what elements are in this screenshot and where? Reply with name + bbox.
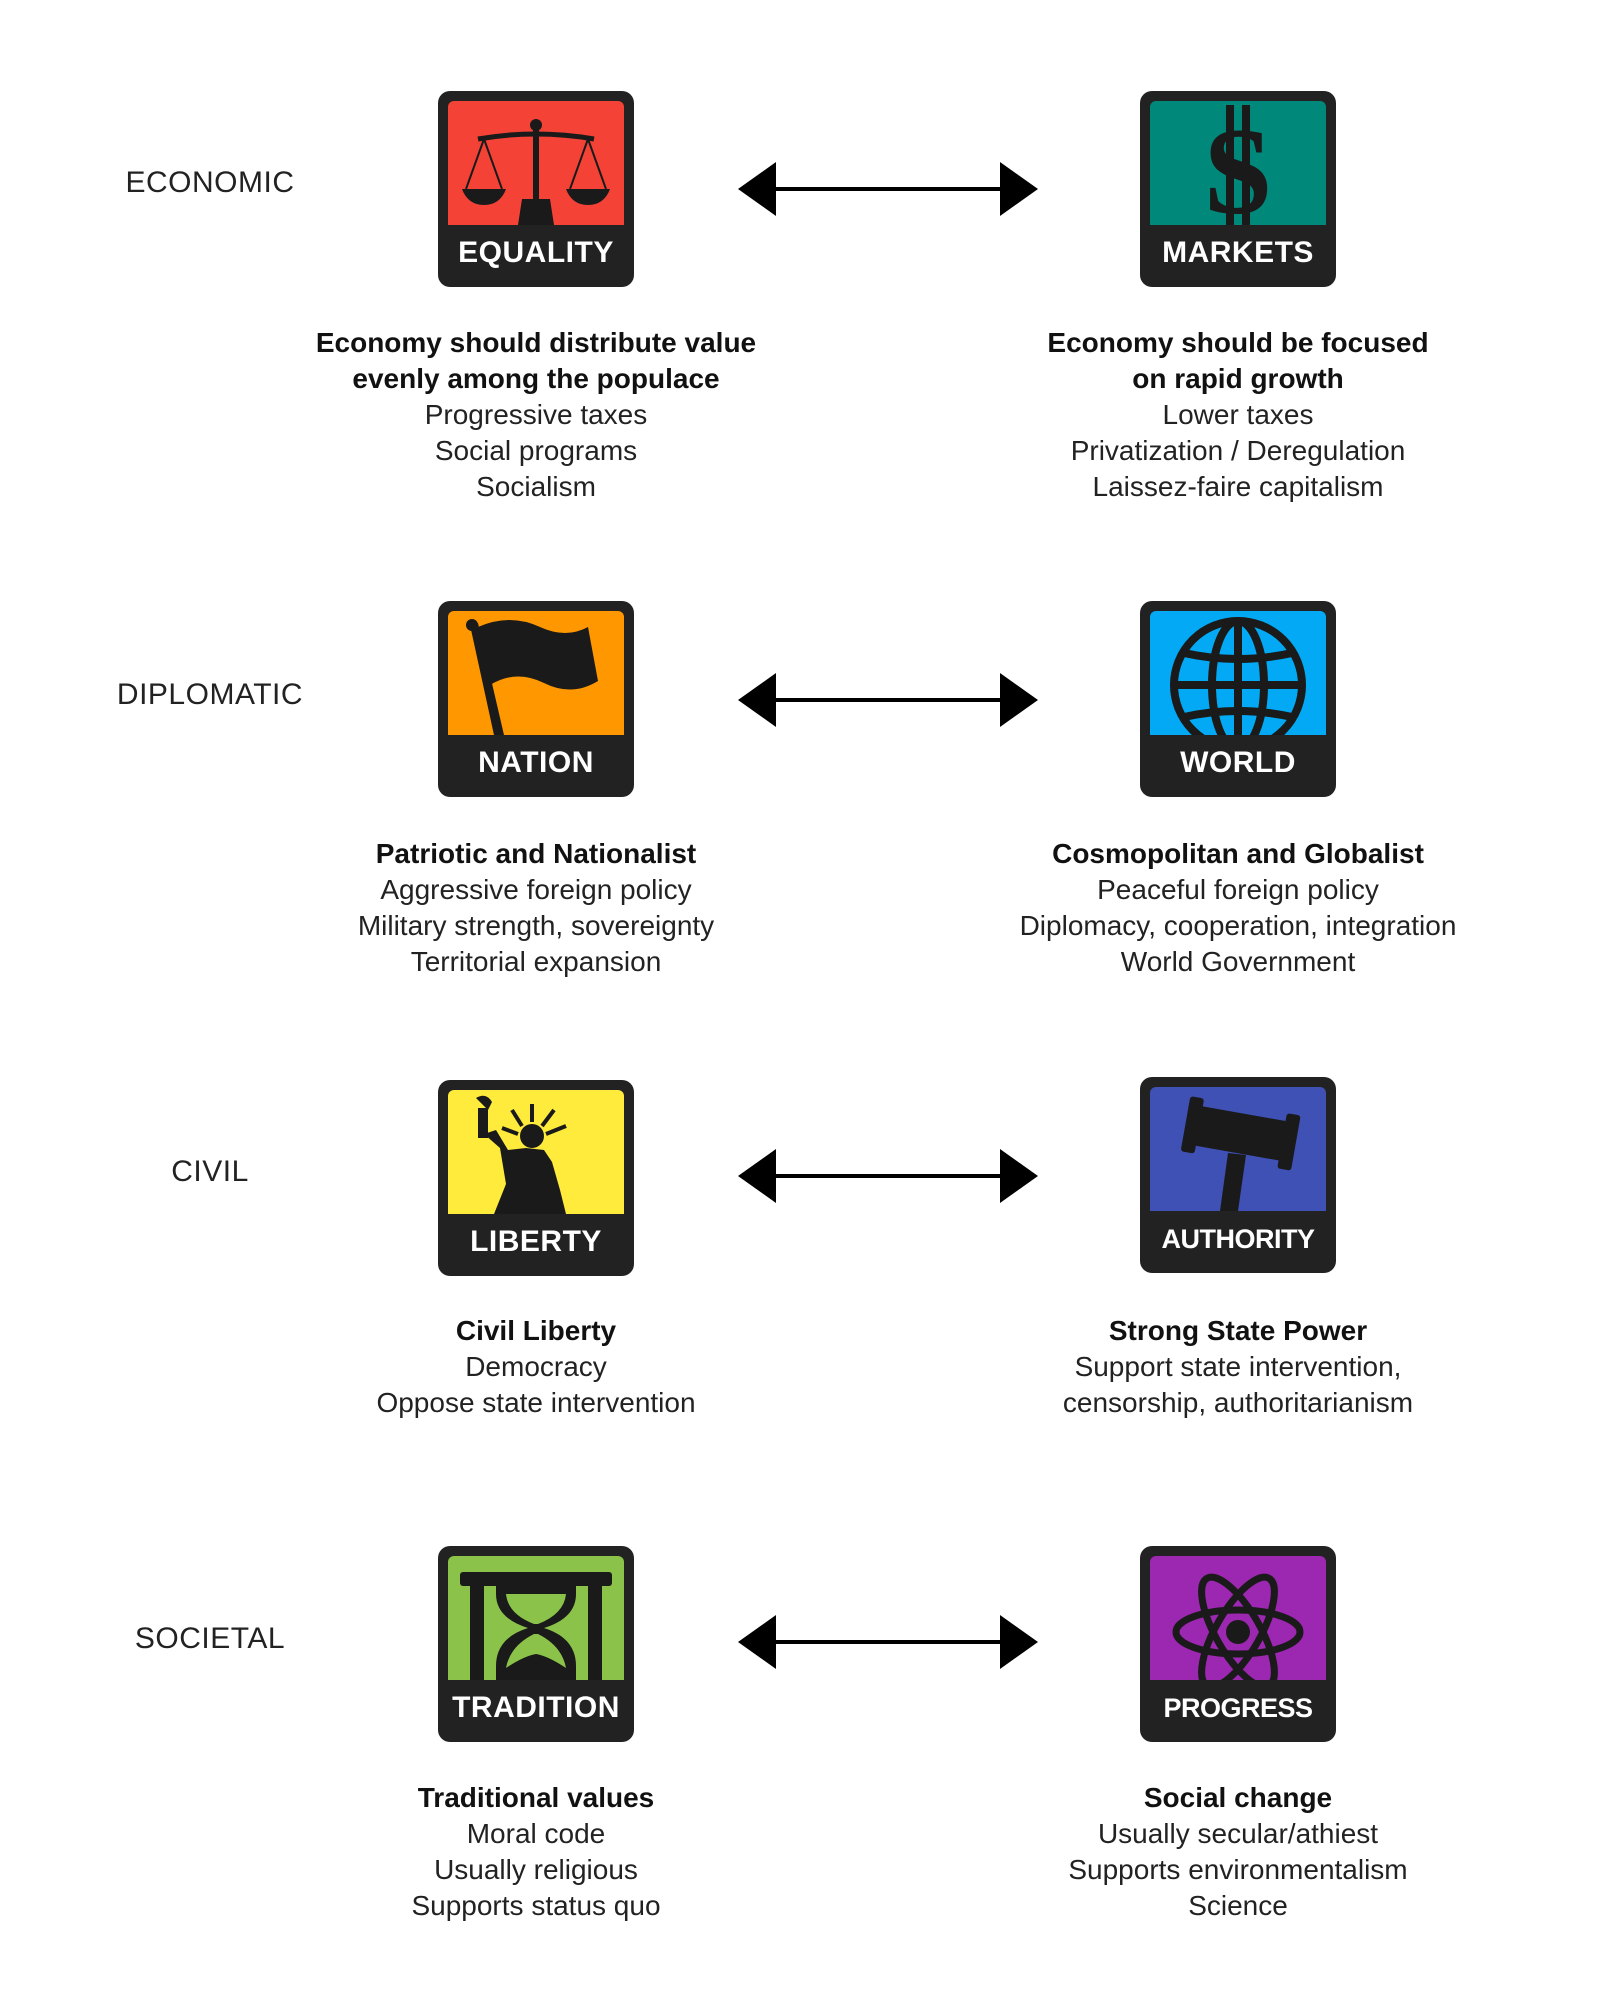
liberty-heading: Civil Liberty [455, 1315, 617, 1346]
equality-heading-line-1: Economy should distribute value [315, 327, 757, 358]
tradition-heading: Traditional values [417, 1782, 655, 1813]
markets-point-3: Laissez-faire capitalism [1092, 471, 1384, 502]
tradition-badge: TRADITION [438, 1546, 634, 1742]
double-arrow-economic [738, 162, 1038, 216]
nation-point-1: Aggressive foreign policy [380, 874, 692, 905]
nation-point-2: Military strength, sovereignty [357, 910, 715, 941]
tradition-point-1: Moral code [466, 1818, 606, 1849]
liberty-badge-label: LIBERTY [470, 1225, 602, 1258]
authority-badge-field [1150, 1087, 1326, 1211]
nation-point-3: Territorial expansion [410, 946, 662, 977]
equality-badge: EQUALITY [438, 91, 634, 287]
progress-badge-label: PROGRESS [1163, 1693, 1313, 1723]
axis-label-civil: CIVIL [171, 1155, 249, 1188]
nation-badge: NATION [438, 601, 634, 797]
axis-label-economic: ECONOMIC [125, 166, 295, 199]
equality-point-2: Social programs [434, 435, 638, 466]
equality-description: Economy should distribute value evenly a… [256, 325, 816, 505]
markets-point-2: Privatization / Deregulation [1070, 435, 1406, 466]
authority-heading: Strong State Power [1108, 1315, 1368, 1346]
double-arrow-societal [738, 1615, 1038, 1669]
tradition-point-2: Usually religious [434, 1854, 638, 1885]
globe-icon [1170, 617, 1306, 735]
authority-description: Strong State Power Support state interve… [958, 1313, 1518, 1421]
authority-point-1: Support state intervention, [1074, 1351, 1402, 1382]
liberty-badge-field [448, 1090, 624, 1214]
markets-badge-label: MARKETS [1162, 236, 1314, 269]
double-arrow-diplomatic [738, 673, 1038, 727]
gavel-icon [1181, 1096, 1301, 1211]
progress-point-3: Science [1188, 1890, 1288, 1921]
flag-icon [466, 619, 598, 735]
nation-description: Patriotic and Nationalist Aggressive for… [256, 836, 816, 980]
scales-icon [462, 119, 610, 225]
liberty-point-1: Democracy [465, 1351, 607, 1382]
world-point-3: World Government [1120, 946, 1356, 977]
authority-badge-label: AUTHORITY [1161, 1224, 1316, 1254]
progress-badge-field [1150, 1556, 1326, 1680]
tradition-description: Traditional values Moral code Usually re… [256, 1780, 816, 1924]
tradition-badge-label: TRADITION [452, 1691, 620, 1724]
world-badge-label: WORLD [1180, 746, 1296, 779]
world-heading: Cosmopolitan and Globalist [1052, 838, 1424, 869]
nation-badge-label: NATION [478, 746, 594, 779]
svg-text:S: S [1204, 103, 1273, 225]
world-description: Cosmopolitan and Globalist Peaceful fore… [958, 836, 1518, 980]
dollar-icon: S [1204, 103, 1273, 225]
markets-badge-field: S [1150, 101, 1326, 225]
liberty-badge: LIBERTY [438, 1080, 634, 1276]
markets-point-1: Lower taxes [1162, 399, 1314, 430]
authority-badge: AUTHORITY [1140, 1077, 1336, 1273]
nation-heading: Patriotic and Nationalist [375, 838, 697, 869]
liberty-description: Civil Liberty Democracy Oppose state int… [256, 1313, 816, 1421]
progress-badge: PROGRESS [1140, 1546, 1336, 1742]
markets-heading-line-1: Economy should be focused [1047, 327, 1429, 358]
markets-badge: S MARKETS [1140, 91, 1336, 287]
markets-description: Economy should be focused on rapid growt… [958, 325, 1518, 505]
authority-point-2: censorship, authoritarianism [1062, 1387, 1414, 1418]
equality-badge-label: EQUALITY [458, 236, 614, 269]
equality-badge-field [448, 101, 624, 225]
hourglass-icon [460, 1572, 612, 1680]
equality-point-3: Socialism [476, 471, 596, 502]
atom-icon [1172, 1573, 1304, 1680]
progress-point-2: Supports environmentalism [1068, 1854, 1408, 1885]
tradition-badge-field [448, 1556, 624, 1680]
statue-of-liberty-icon [476, 1095, 567, 1214]
equality-heading-line-2: evenly among the populace [352, 363, 720, 394]
world-badge: WORLD [1140, 601, 1336, 797]
equality-point-1: Progressive taxes [424, 399, 648, 430]
axis-label-diplomatic: DIPLOMATIC [116, 678, 304, 711]
markets-heading-line-2: on rapid growth [1132, 363, 1344, 394]
liberty-point-2: Oppose state intervention [376, 1387, 696, 1418]
axis-label-societal: SOCIETAL [134, 1622, 286, 1655]
world-point-2: Diplomacy, cooperation, integration [1019, 910, 1457, 941]
nation-badge-field [448, 611, 624, 735]
progress-description: Social change Usually secular/athiest Su… [958, 1780, 1518, 1924]
world-badge-field [1150, 611, 1326, 735]
double-arrow-civil [738, 1149, 1038, 1203]
tradition-point-3: Supports status quo [411, 1890, 661, 1921]
progress-heading: Social change [1143, 1782, 1333, 1813]
progress-point-1: Usually secular/athiest [1097, 1818, 1379, 1849]
world-point-1: Peaceful foreign policy [1097, 874, 1379, 905]
